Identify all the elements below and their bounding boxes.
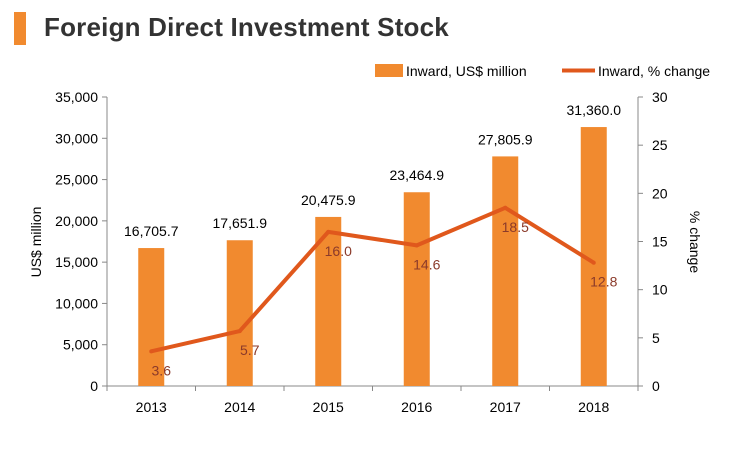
line-point-2018 — [591, 260, 596, 265]
y-tick-label: 10,000 — [55, 295, 98, 311]
legend: Inward, US$ million Inward, % change — [375, 63, 710, 79]
bar-value-label: 27,805.9 — [478, 131, 533, 147]
y2-axis-title: % change — [687, 211, 703, 273]
bar-inward-2015 — [315, 216, 342, 386]
line-value-label: 5.7 — [240, 342, 260, 358]
y2-tick-label: 5 — [652, 330, 660, 346]
y2-tick-label: 0 — [652, 378, 660, 394]
bar-inward-2013 — [138, 248, 165, 386]
x-tick-label: 2017 — [490, 399, 521, 415]
line-value-label: 16.0 — [325, 243, 352, 259]
line-value-label: 14.6 — [413, 256, 440, 272]
x-tick-label: 2018 — [578, 399, 609, 415]
line-value-label: 12.8 — [590, 274, 617, 290]
line-value-label: 3.6 — [152, 362, 172, 378]
y-axis-title: US$ million — [28, 207, 44, 278]
x-tick-label: 2014 — [224, 399, 255, 415]
line-point-2015 — [326, 229, 331, 234]
line-value-label: 18.5 — [502, 219, 529, 235]
x-tick-label: 2015 — [313, 399, 344, 415]
x-tick-label: 2013 — [136, 399, 167, 415]
y2-tick-label: 20 — [652, 185, 668, 201]
line-point-2014 — [237, 329, 242, 334]
bar-value-label: 20,475.9 — [301, 192, 356, 208]
line-point-2017 — [503, 205, 508, 210]
y2-tick-label: 15 — [652, 234, 668, 250]
bar-inward-2017 — [492, 156, 519, 386]
y-tick-label: 0 — [90, 378, 98, 394]
legend-swatch-bar — [375, 64, 403, 77]
y2-tick-label: 10 — [652, 282, 668, 298]
line-point-2013 — [149, 349, 154, 354]
y-tick-label: 30,000 — [55, 130, 98, 146]
y-tick-label: 15,000 — [55, 254, 98, 270]
y-tick-label: 35,000 — [55, 89, 98, 105]
line-pct-change — [150, 205, 595, 354]
y2-tick-label: 30 — [652, 89, 668, 105]
y-tick-label: 25,000 — [55, 172, 98, 188]
bar-value-label: 16,705.7 — [124, 223, 179, 239]
chart-title: Foreign Direct Investment Stock — [44, 12, 449, 42]
bar-inward-2014 — [226, 240, 253, 386]
bar-value-label: 31,360.0 — [567, 102, 622, 118]
y-tick-label: 20,000 — [55, 213, 98, 229]
title-accent-bar — [14, 12, 26, 45]
y-tick-label: 5,000 — [63, 337, 98, 353]
bar-value-label: 17,651.9 — [213, 215, 268, 231]
bar-value-label: 23,464.9 — [390, 167, 445, 183]
y2-tick-label: 25 — [652, 137, 668, 153]
bar-inward-2016 — [403, 192, 430, 386]
line-point-2016 — [414, 243, 419, 248]
x-tick-label: 2016 — [401, 399, 432, 415]
legend-label-line: Inward, % change — [598, 63, 710, 79]
legend-label-bar: Inward, US$ million — [406, 63, 527, 79]
